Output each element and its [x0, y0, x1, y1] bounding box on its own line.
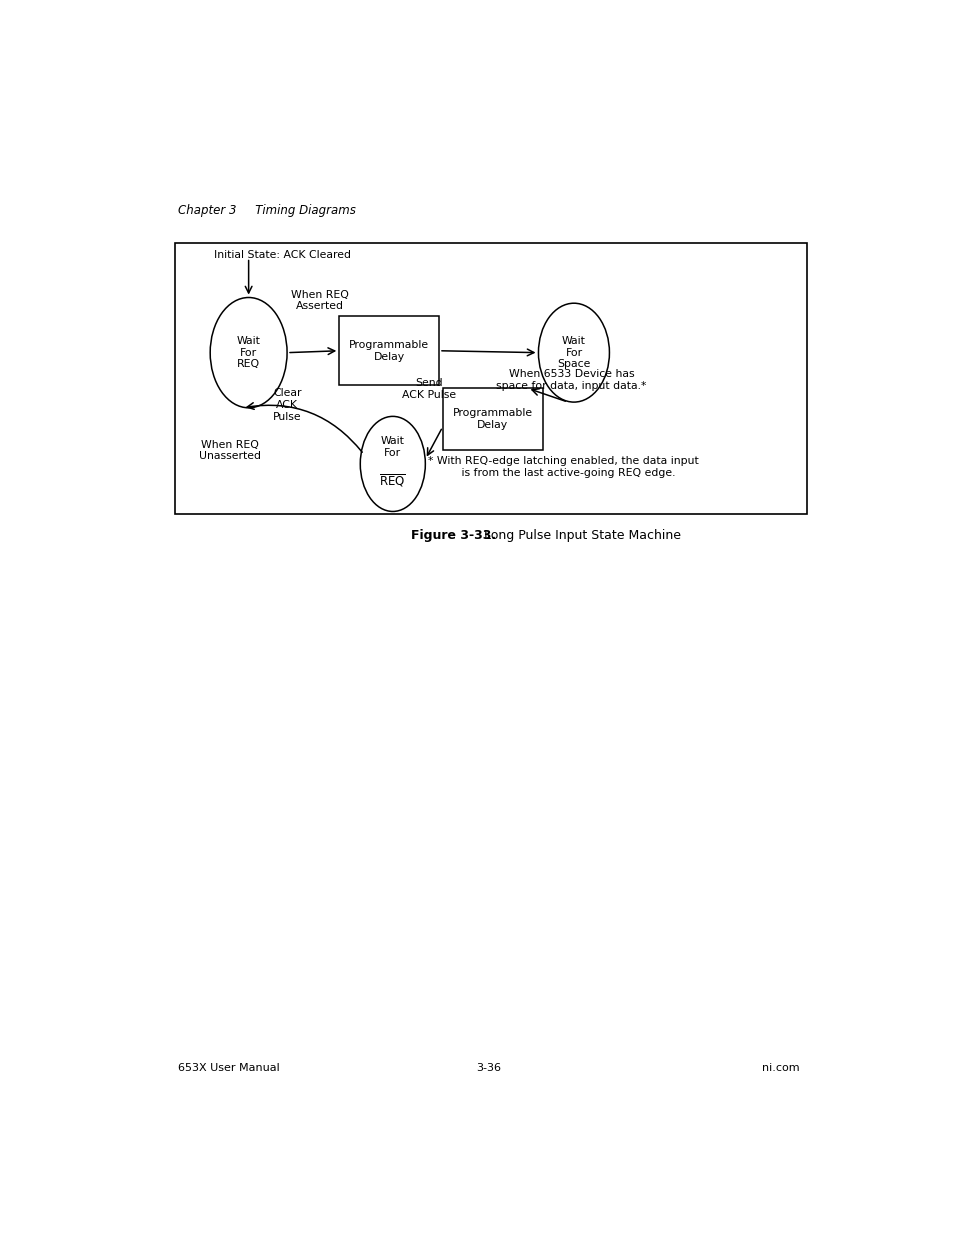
- Text: Programmable
Delay: Programmable Delay: [349, 340, 429, 362]
- Text: 653X User Manual: 653X User Manual: [178, 1062, 280, 1072]
- Text: Wait
For: Wait For: [380, 436, 404, 458]
- Bar: [174, 243, 806, 514]
- Bar: [339, 316, 438, 385]
- Ellipse shape: [210, 298, 287, 408]
- Ellipse shape: [537, 304, 609, 403]
- Text: Chapter 3     Timing Diagrams: Chapter 3 Timing Diagrams: [178, 204, 355, 216]
- Text: 3-36: 3-36: [476, 1062, 501, 1072]
- Ellipse shape: [360, 416, 425, 511]
- Text: Programmable
Delay: Programmable Delay: [452, 409, 532, 430]
- Bar: [442, 388, 542, 450]
- Text: Long Pulse Input State Machine: Long Pulse Input State Machine: [476, 529, 679, 542]
- Text: Clear
ACK
Pulse: Clear ACK Pulse: [273, 388, 301, 421]
- Text: $\overline{\rm REQ}$: $\overline{\rm REQ}$: [379, 473, 406, 489]
- Text: ni.com: ni.com: [761, 1062, 799, 1072]
- Text: When REQ
Unasserted: When REQ Unasserted: [199, 440, 261, 462]
- Text: Wait
For
Space: Wait For Space: [557, 336, 590, 369]
- Text: When REQ
Asserted: When REQ Asserted: [291, 289, 348, 311]
- Text: Figure 3-33.: Figure 3-33.: [411, 529, 496, 542]
- Text: Send
ACK Pulse: Send ACK Pulse: [401, 378, 456, 400]
- Text: * With REQ-edge latching enabled, the data input
   is from the last active-goin: * With REQ-edge latching enabled, the da…: [428, 456, 699, 478]
- Text: Initial State: ACK Cleared: Initial State: ACK Cleared: [213, 251, 351, 261]
- Text: When 6533 Device has
space for data, input data.*: When 6533 Device has space for data, inp…: [496, 369, 646, 391]
- Text: Wait
For
REQ: Wait For REQ: [236, 336, 260, 369]
